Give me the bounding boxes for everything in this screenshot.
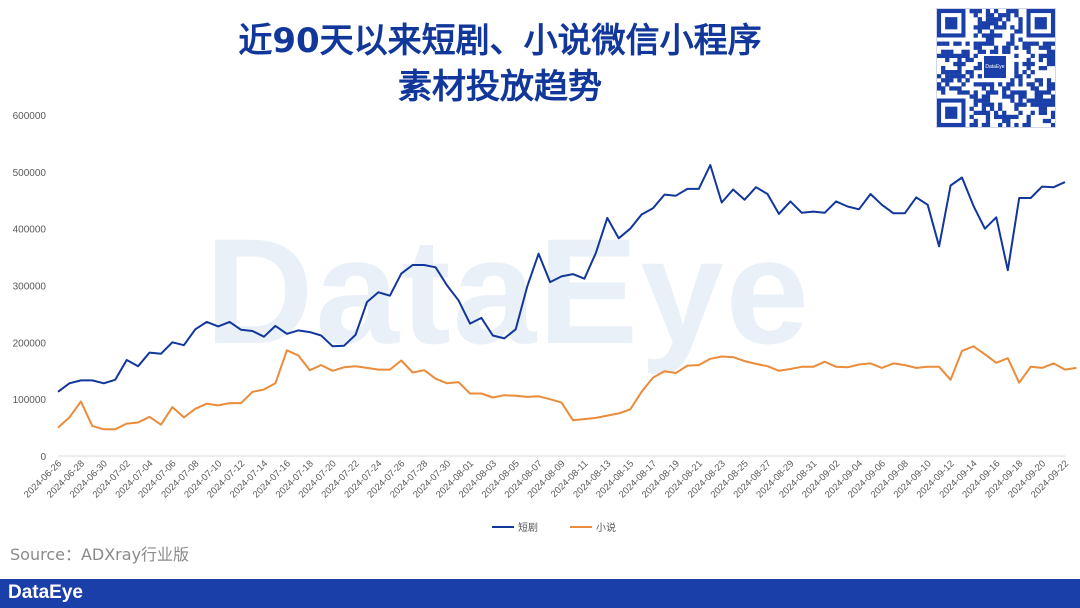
- source-note: Source：ADXray行业版: [10, 545, 190, 564]
- y-tick-label: 300000: [13, 282, 47, 293]
- y-tick-label: 400000: [13, 225, 47, 236]
- series-lines: [57, 164, 1077, 431]
- footer-logo: DataEye: [8, 582, 83, 603]
- title-line-1: 近90天以来短剧、小说微信小程序: [238, 21, 762, 61]
- y-tick-label: 100000: [13, 395, 47, 406]
- line-chart: 0 100000 200000 300000 400000 500000 600000 20…: [13, 111, 1077, 534]
- y-tick-label: 0: [40, 452, 46, 463]
- y-tick-label: 500000: [13, 168, 47, 179]
- y-axis: 0 100000 200000 300000 400000 500000 600000: [13, 111, 47, 463]
- legend-label-1: 短剧: [518, 521, 538, 534]
- y-tick-label: 200000: [13, 338, 47, 349]
- legend-label-2: 小说: [596, 521, 616, 534]
- qr-logo: DataEye: [984, 56, 1006, 78]
- x-axis: 2024-06-262024-06-282024-06-302024-07-02…: [22, 455, 1071, 500]
- watermark-logo: DataEye: [205, 207, 812, 375]
- footer-bar: DataEye: [0, 579, 1080, 608]
- legend: 短剧 小说: [492, 521, 616, 534]
- series-line-1: [57, 164, 1066, 393]
- series-line-2: [57, 345, 1077, 431]
- title-line-2: 素材投放趋势: [398, 67, 602, 107]
- y-tick-label: 600000: [13, 111, 47, 122]
- page-title: 近90天以来短剧、小说微信小程序 素材投放趋势: [140, 18, 860, 110]
